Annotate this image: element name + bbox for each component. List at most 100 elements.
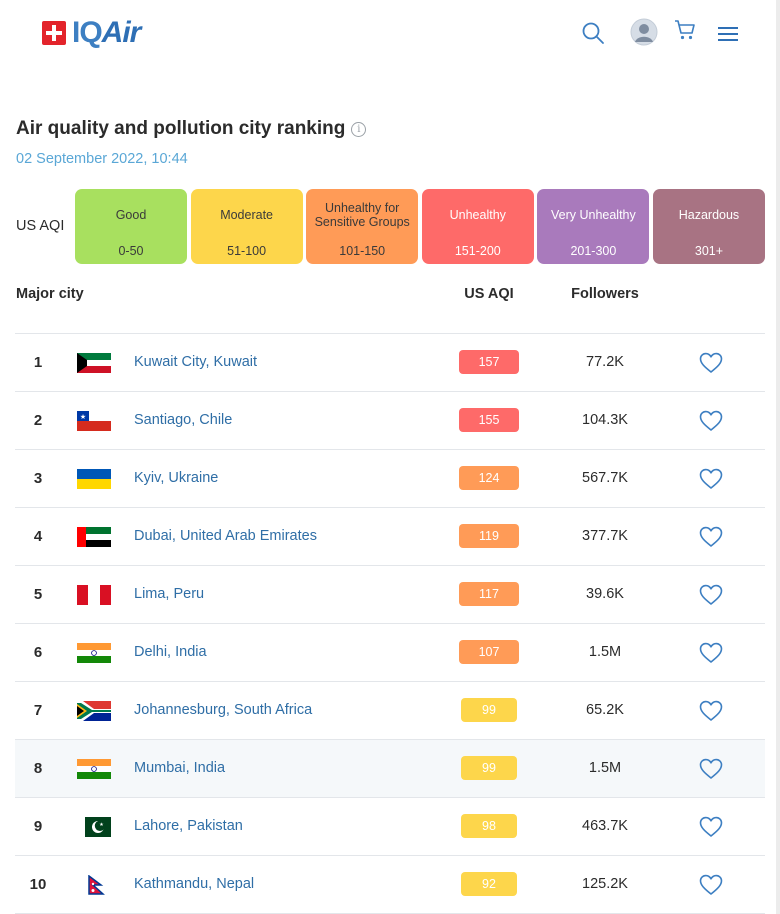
uae-flag-icon	[77, 527, 111, 547]
table-row[interactable]: 1 Kuwait City, Kuwait 157 77.2K	[15, 333, 765, 391]
city-link[interactable]: Delhi, India	[134, 644, 207, 660]
rank-number: 6	[33, 644, 43, 661]
legend-level-name: Hazardous	[678, 208, 740, 222]
logo-text-iq: IQ	[72, 16, 103, 49]
svg-text:★: ★	[99, 822, 104, 828]
rank-number: 7	[33, 702, 43, 719]
legend-level-range: 201-300	[570, 244, 617, 258]
city-link[interactable]: Dubai, United Arab Emirates	[134, 528, 317, 544]
city-ranking-table: 1 Kuwait City, Kuwait 157 77.2K 2 ★ Santiago, …	[15, 333, 765, 914]
follower-count: 567.7K	[582, 470, 628, 486]
heart-icon[interactable]	[699, 874, 723, 896]
heart-icon[interactable]	[699, 526, 723, 548]
heart-icon[interactable]	[699, 410, 723, 432]
rank-number: 3	[33, 470, 43, 487]
city-link[interactable]: Kyiv, Ukraine	[134, 470, 219, 486]
cart-icon[interactable]	[672, 17, 698, 43]
aqi-badge: 92	[461, 872, 517, 896]
legend-level-range: 151-200	[454, 244, 501, 258]
city-link[interactable]: Mumbai, India	[134, 760, 226, 776]
logo-text-air: Air	[101, 16, 142, 49]
scrollbar-track[interactable]	[776, 0, 780, 914]
site-header: IQAir	[0, 0, 776, 70]
iqair-logo[interactable]: IQAir	[42, 16, 142, 49]
legend-level: Unhealthy 151-200	[421, 189, 534, 264]
city-link[interactable]: Kathmandu, Nepal	[134, 876, 255, 892]
table-row[interactable]: 6 Delhi, India 107 1.5M	[15, 623, 765, 681]
kuwait-flag-icon	[77, 353, 111, 373]
swiss-flag-icon	[42, 21, 66, 45]
heart-icon[interactable]	[699, 758, 723, 780]
city-link[interactable]: Lahore, Pakistan	[134, 818, 243, 834]
heart-icon[interactable]	[699, 700, 723, 722]
legend-level-name: Good	[115, 208, 147, 222]
aqi-badge: 155	[459, 408, 519, 432]
table-row[interactable]: 7 Johannesburg, South Africa 99 65.2K	[15, 681, 765, 739]
table-row[interactable]: 4 Dubai, United Arab Emirates 119 377.7K	[15, 507, 765, 565]
heart-icon[interactable]	[699, 352, 723, 374]
aqi-badge: 99	[461, 698, 517, 722]
legend-level: Very Unhealthy 201-300	[537, 189, 650, 264]
table-row[interactable]: 3 Kyiv, Ukraine 124 567.7K	[15, 449, 765, 507]
column-header-aqi: US AQI	[464, 286, 514, 302]
follower-count: 1.5M	[588, 644, 622, 660]
aqi-badge: 119	[459, 524, 519, 548]
heart-icon[interactable]	[699, 584, 723, 606]
rank-number: 2	[33, 412, 43, 429]
peru-flag-icon	[77, 585, 111, 605]
legend-level: Good 0-50	[75, 189, 187, 264]
follower-count: 1.5M	[588, 760, 622, 776]
legend-level-name: Moderate	[220, 208, 273, 222]
aqi-badge: 157	[459, 350, 519, 374]
user-avatar-icon[interactable]	[630, 18, 658, 46]
city-link[interactable]: Kuwait City, Kuwait	[134, 354, 258, 370]
aqi-badge: 107	[459, 640, 519, 664]
follower-count: 77.2K	[586, 354, 624, 370]
india-flag-icon	[77, 759, 111, 779]
follower-count: 463.7K	[582, 818, 628, 834]
heart-icon[interactable]	[699, 468, 723, 490]
svg-text:★: ★	[80, 413, 86, 421]
legend-level-name: Very Unhealthy	[550, 208, 636, 222]
info-icon[interactable]: i	[351, 121, 367, 137]
aqi-badge: 98	[461, 814, 517, 838]
table-row[interactable]: 8 Mumbai, India 99 1.5M	[15, 739, 765, 797]
nepal-flag-icon	[77, 875, 111, 895]
aqi-badge: 117	[459, 582, 519, 606]
follower-count: 104.3K	[582, 412, 628, 428]
city-link[interactable]: Santiago, Chile	[134, 412, 233, 428]
follower-count: 39.6K	[586, 586, 624, 602]
legend-level: Moderate 51-100	[190, 189, 303, 264]
rank-number: 10	[29, 876, 47, 893]
column-header-city: Major city	[16, 286, 84, 302]
ranking-timestamp: 02 September 2022, 10:44	[16, 151, 188, 167]
heart-icon[interactable]	[699, 642, 723, 664]
south-africa-flag-icon	[77, 701, 111, 721]
legend-level-name: Unhealthy	[449, 208, 506, 222]
aqi-badge: 124	[459, 466, 519, 490]
legend-level-range: 101-150	[339, 244, 386, 258]
table-row[interactable]: 9 ★ Lahore, Pakistan 98 463.7K	[15, 797, 765, 855]
search-icon[interactable]	[580, 20, 606, 46]
table-row[interactable]: 2 ★ Santiago, Chile 155 104.3K	[15, 391, 765, 449]
ukraine-flag-icon	[77, 469, 111, 489]
rank-number: 1	[33, 354, 43, 371]
logo-text: IQAir	[72, 16, 142, 49]
pakistan-flag-icon: ★	[77, 817, 111, 837]
aqi-legend: Good 0-50 Moderate 51-100 Unhealthy for Sens…	[75, 189, 769, 264]
rank-number: 4	[33, 528, 43, 545]
legend-level-range: 301+	[694, 244, 724, 258]
follower-count: 65.2K	[586, 702, 624, 718]
hamburger-menu-icon[interactable]	[716, 22, 740, 46]
legend-label: US AQI	[16, 218, 65, 234]
legend-level-range: 0-50	[118, 244, 144, 258]
page-title-text: Air quality and pollution city ranking	[16, 118, 346, 139]
city-link[interactable]: Lima, Peru	[134, 586, 205, 602]
table-row[interactable]: 10 Kathmandu, Nepal 92 125.2K	[15, 855, 765, 913]
legend-level: Hazardous 301+	[652, 189, 765, 264]
heart-icon[interactable]	[699, 816, 723, 838]
table-row[interactable]: 5 Lima, Peru 117 39.6K	[15, 565, 765, 623]
rank-number: 8	[33, 760, 43, 777]
city-link[interactable]: Johannesburg, South Africa	[134, 702, 313, 718]
aqi-badge: 99	[461, 756, 517, 780]
